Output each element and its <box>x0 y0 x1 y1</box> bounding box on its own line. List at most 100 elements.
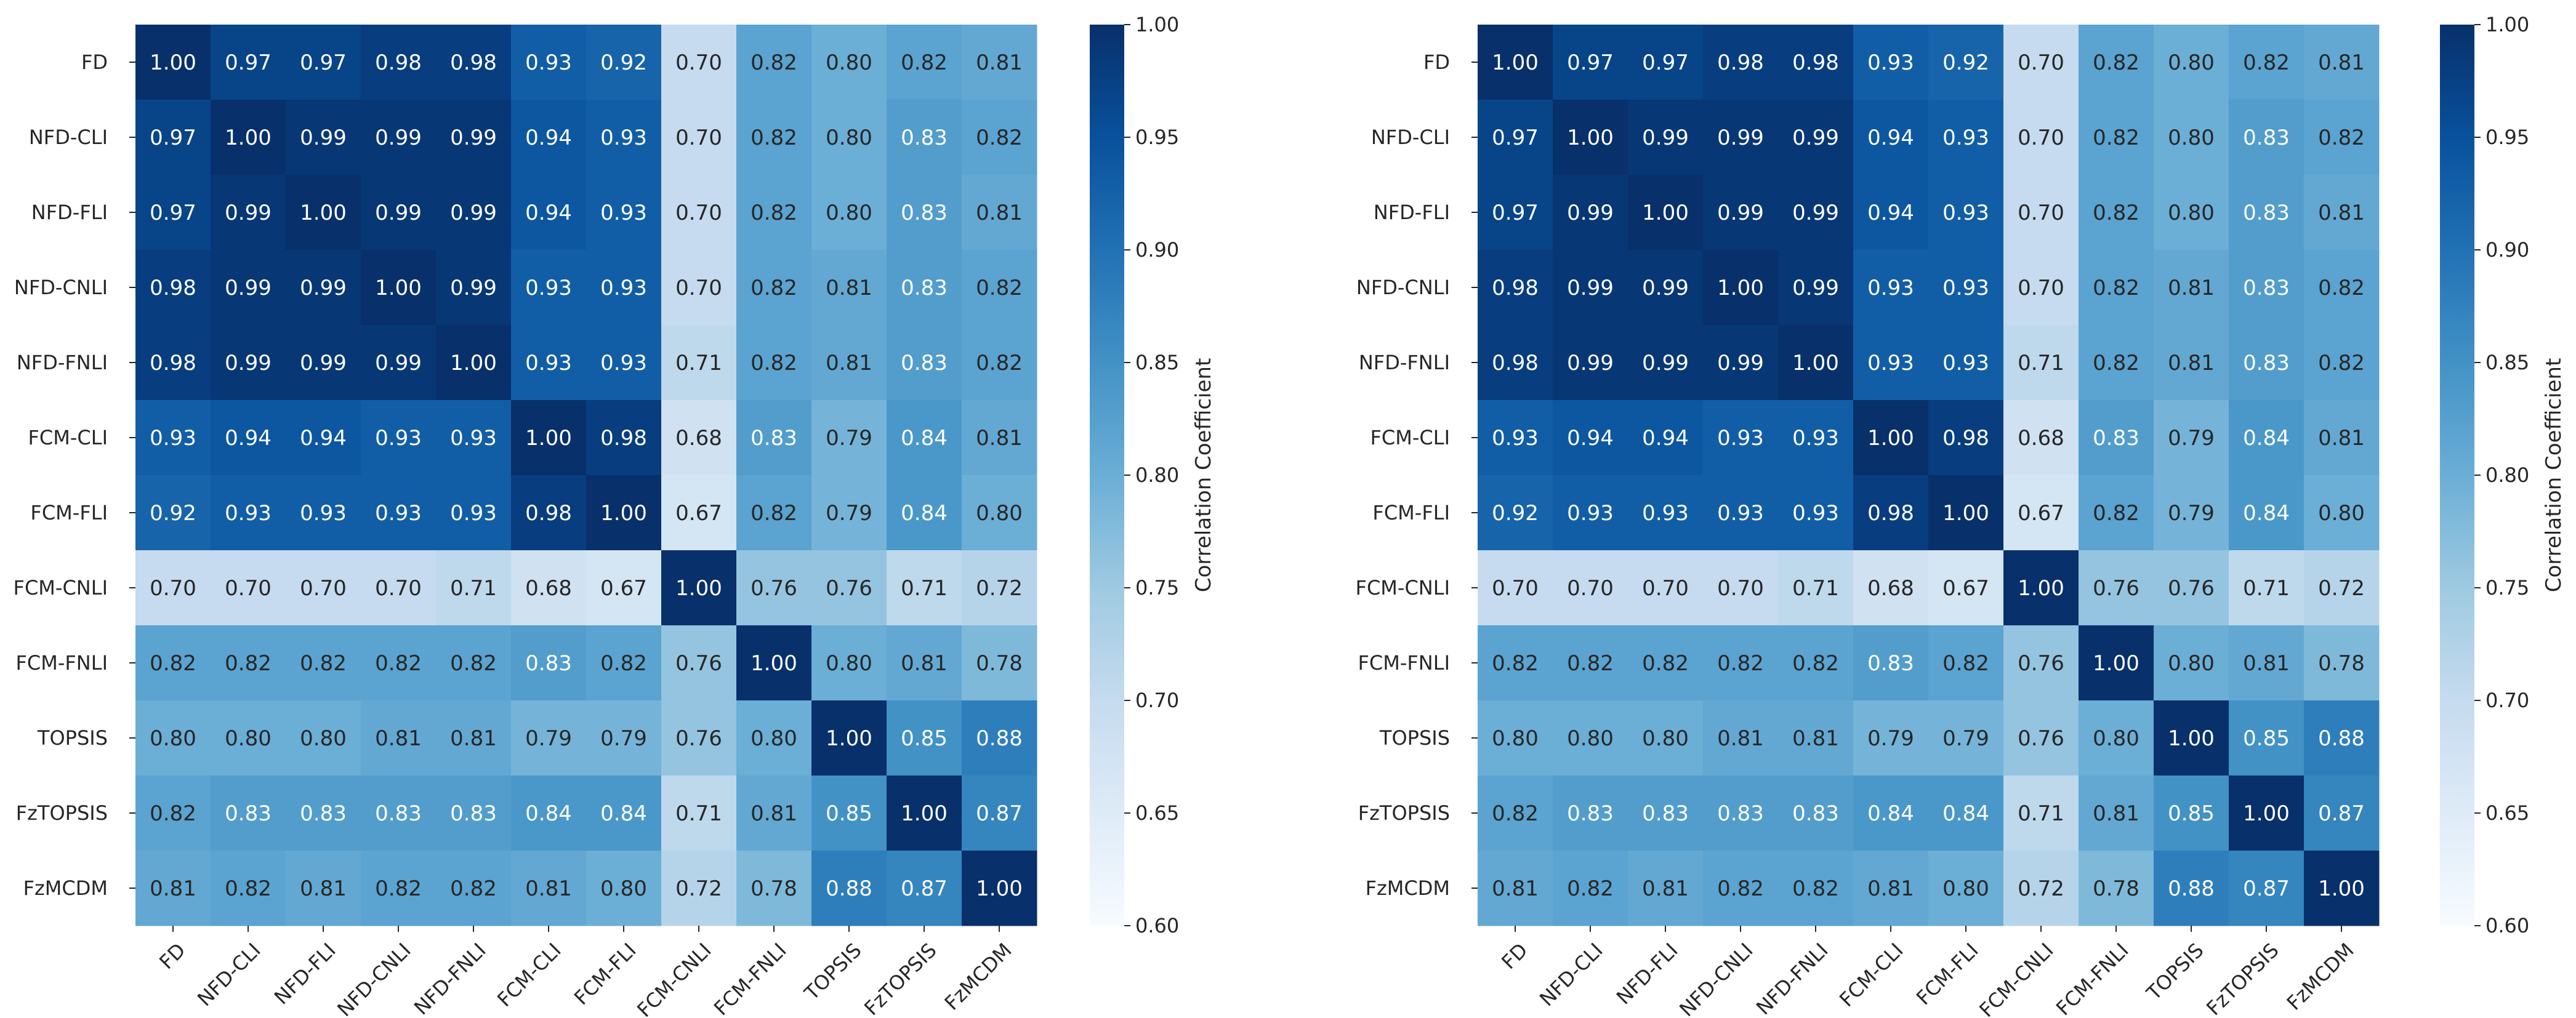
cell-value-label: 0.84 <box>1942 801 1989 826</box>
cell-value-label: 0.93 <box>300 501 347 526</box>
x-tick-label: FCM-FNLI <box>2051 939 2133 1018</box>
cell-value-label: 0.71 <box>675 801 722 826</box>
figure: 1.00 0.97 0.97 0.98 0.98 0.93 0.92 0.70 0.82 0.80… <box>0 0 2576 1018</box>
cell-value-label: 0.78 <box>2318 651 2365 676</box>
x-tick-label: NFD-FNLI <box>1752 939 1833 1018</box>
cell-value-label: 0.82 <box>1792 651 1839 676</box>
cell-value-label: 0.80 <box>826 651 872 676</box>
cell-value-label: 0.81 <box>751 801 797 826</box>
cell-value-label: 0.81 <box>2168 276 2215 300</box>
cell-value-label: 1.00 <box>1492 50 1539 75</box>
cell-value-label: 0.83 <box>1642 801 1689 826</box>
x-tick-label: FCM-CLI <box>493 939 565 1011</box>
cell-value-label: 0.85 <box>826 801 872 826</box>
cell-value-label: 0.99 <box>225 201 272 225</box>
cell-value-label: 0.99 <box>1717 201 1764 225</box>
cell-value-label: 0.79 <box>826 501 872 526</box>
colorbar-tick-label: 0.75 <box>1135 576 1179 599</box>
cell-value-label: 0.82 <box>2093 50 2139 75</box>
cell-value-label: 1.00 <box>375 276 422 300</box>
colorbar-tick-label: 0.70 <box>1135 689 1179 712</box>
cell-value-label: 0.79 <box>600 726 647 751</box>
cell-value-label: 1.00 <box>2093 651 2139 676</box>
x-tick-label: FzTOPSIS <box>2202 939 2283 1018</box>
x-tick-label: NFD-FLI <box>1612 939 1683 1009</box>
cell-value-label: 0.94 <box>300 426 347 451</box>
cell-value-label: 0.80 <box>2168 651 2215 676</box>
cell-value-label: 0.87 <box>2243 876 2290 901</box>
cell-value-label: 0.93 <box>600 351 647 375</box>
y-tick-label: NFD-CNLI <box>1356 276 1450 299</box>
cell-value-label: 0.99 <box>1642 351 1689 375</box>
y-tick-label: TOPSIS <box>37 726 108 750</box>
x-tick-label: NFD-CNLI <box>1675 939 1757 1018</box>
cell-value-label: 0.81 <box>2168 351 2215 375</box>
cell-value-label: 0.81 <box>826 351 872 375</box>
cell-value-label: 0.83 <box>901 126 948 150</box>
cell-value-label: 0.72 <box>976 576 1023 601</box>
cell-value-label: 0.93 <box>600 276 647 300</box>
cell-value-label: 0.83 <box>2243 201 2290 225</box>
x-tick-label: NFD-CLI <box>193 939 265 1011</box>
y-tick-label: FCM-FNLI <box>1358 651 1450 675</box>
x-tick-label: NFD-CLI <box>1535 939 1607 1011</box>
cell-value-label: 0.83 <box>450 801 497 826</box>
cell-value-label: 0.98 <box>1792 50 1839 75</box>
cell-value-label: 0.76 <box>2168 576 2215 601</box>
cell-value-label: 0.67 <box>1942 576 1989 601</box>
cell-value-label: 0.82 <box>751 276 797 300</box>
cell-value-label: 0.94 <box>525 201 572 225</box>
y-tick-label: FCM-FLI <box>30 501 108 524</box>
cell-value-label: 0.76 <box>2093 576 2139 601</box>
cell-value-label: 0.99 <box>300 351 347 375</box>
cell-value-label: 0.82 <box>2093 276 2139 300</box>
cell-value-label: 0.93 <box>1792 501 1839 526</box>
cell-value-label: 0.82 <box>150 651 196 676</box>
cell-value-label: 0.82 <box>976 351 1023 375</box>
cell-value-label: 0.81 <box>1642 876 1689 901</box>
cell-value-label: 0.99 <box>1792 201 1839 225</box>
cell-value-label: 0.99 <box>375 126 422 150</box>
cell-value-label: 0.98 <box>1942 426 1989 451</box>
colorbar-tick-label: 0.65 <box>1135 801 1179 825</box>
cell-value-label: 0.80 <box>2168 50 2215 75</box>
cell-value-label: 0.85 <box>2168 801 2215 826</box>
colorbar-tick-label: 0.70 <box>2485 689 2529 712</box>
cell-value-label: 0.83 <box>1717 801 1764 826</box>
x-tick-label: FCM-CNLI <box>1974 939 2058 1018</box>
cell-value-label: 0.88 <box>2318 726 2365 751</box>
cell-value-label: 0.97 <box>225 50 272 75</box>
cell-value-label: 0.88 <box>976 726 1023 751</box>
cell-value-label: 0.72 <box>675 876 722 901</box>
cell-value-label: 0.82 <box>2093 501 2139 526</box>
cell-value-label: 0.80 <box>2093 726 2139 751</box>
cell-value-label: 0.82 <box>2093 201 2139 225</box>
colorbar-tick-label: 0.75 <box>2485 576 2529 599</box>
colorbar-tick-label: 1.00 <box>1135 13 1179 36</box>
cell-value-label: 0.82 <box>450 651 497 676</box>
cell-value-label: 0.98 <box>1492 276 1539 300</box>
cell-value-label: 0.78 <box>2093 876 2139 901</box>
cell-value-label: 0.82 <box>1642 651 1689 676</box>
cell-value-label: 0.70 <box>2018 201 2064 225</box>
cell-value-label: 0.83 <box>901 201 948 225</box>
cell-value-label: 0.82 <box>1492 651 1539 676</box>
cell-value-label: 0.76 <box>675 651 722 676</box>
y-tick-label: FzTOPSIS <box>16 801 108 825</box>
y-tick-label: TOPSIS <box>1379 726 1450 750</box>
cell-value-label: 0.98 <box>1492 351 1539 375</box>
cell-value-label: 0.93 <box>1717 501 1764 526</box>
cell-value-label: 0.94 <box>1867 126 1914 150</box>
cell-value-label: 0.87 <box>901 876 948 901</box>
cell-value-label: 0.80 <box>2168 126 2215 150</box>
colorbar-label: Correlation Coefficient <box>2542 358 2566 593</box>
cell-value-label: 0.82 <box>976 276 1023 300</box>
cell-value-label: 0.83 <box>300 801 347 826</box>
y-tick-label: FCM-CNLI <box>1356 576 1450 599</box>
cell-value-label: 1.00 <box>976 876 1023 901</box>
colorbar-tick-label: 0.90 <box>1135 238 1179 262</box>
cell-value-label: 0.70 <box>150 576 196 601</box>
y-tick-label: FD <box>81 50 108 74</box>
cell-value-label: 0.82 <box>2093 351 2139 375</box>
cell-value-label: 0.93 <box>1867 50 1914 75</box>
